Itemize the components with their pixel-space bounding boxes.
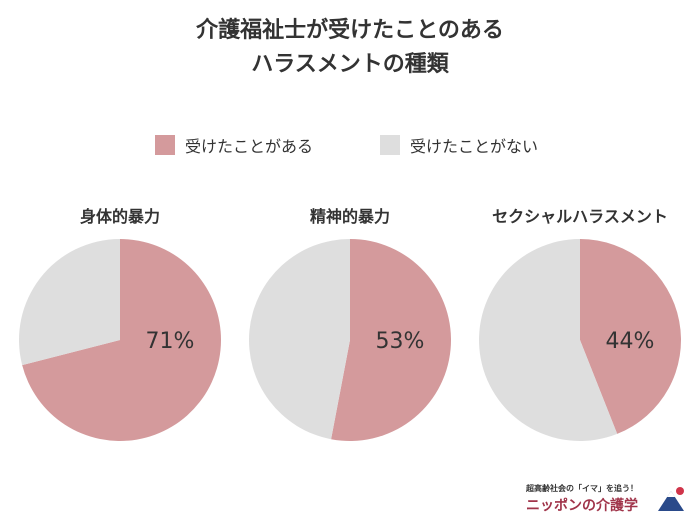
legend-label-not-experienced: 受けたことがない bbox=[410, 137, 539, 156]
title-line-1: 介護福祉士が受けたことのある bbox=[196, 18, 504, 43]
legend-item-not-experienced: 受けたことがない bbox=[380, 133, 538, 157]
pie-slice-mental-not-experienced bbox=[249, 239, 350, 440]
site-logo: 超高齢社会の「イマ」を追う！ ニッポンの介護学 bbox=[526, 483, 686, 517]
pie-slice-physical-not-experienced bbox=[19, 239, 121, 366]
pie-title-sexual: セクシャルハラスメント bbox=[492, 207, 668, 226]
legend-swatch-not-experienced bbox=[380, 135, 400, 155]
pie-slice-physical-experienced bbox=[22, 239, 222, 442]
pie-title-physical: 身体的暴力 bbox=[79, 207, 160, 226]
legend-item-experienced: 受けたことがある bbox=[155, 133, 313, 157]
pie-slice-sexual-experienced bbox=[580, 239, 681, 434]
pie-slice-sexual-not-experienced bbox=[478, 239, 618, 442]
legend-swatch-experienced bbox=[155, 135, 175, 155]
logo-brand: ニッポンの介護学 bbox=[526, 498, 638, 514]
pie-value-label-physical: 71% bbox=[146, 329, 195, 354]
pie-value-label-sexual: 44% bbox=[606, 329, 655, 354]
chart-title: 介護福祉士が受けたことのある ハラスメントの種類 bbox=[0, 14, 700, 82]
mountain-icon bbox=[658, 487, 684, 511]
pie-slice-mental-experienced bbox=[331, 239, 452, 441]
logo-tagline: 超高齢社会の「イマ」を追う！ bbox=[526, 484, 638, 493]
pie-title-mental: 精神的暴力 bbox=[309, 207, 390, 226]
pie-value-label-mental: 53% bbox=[376, 329, 425, 354]
legend-label-experienced: 受けたことがある bbox=[185, 137, 314, 156]
legend: 受けたことがある 受けたことがない bbox=[0, 133, 700, 157]
title-line-2: ハラスメントの種類 bbox=[251, 52, 449, 77]
